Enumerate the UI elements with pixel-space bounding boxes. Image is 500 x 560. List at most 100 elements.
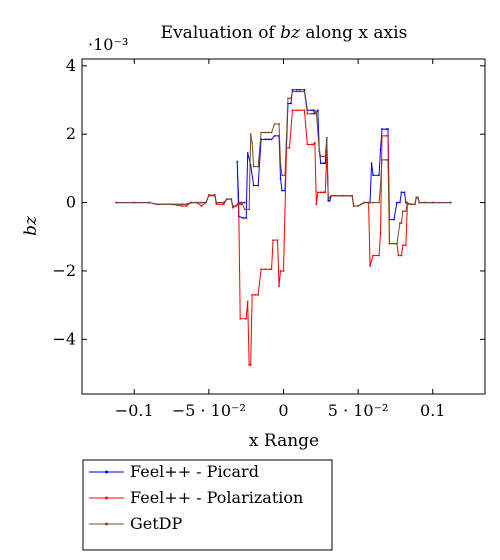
data-point-feel-picard — [303, 88, 306, 91]
data-point-feel-polarization — [306, 143, 309, 146]
series-line-getdp — [116, 90, 451, 245]
data-point-feel-picard — [400, 191, 403, 194]
data-point-feel-picard — [313, 112, 316, 115]
series-line-feel-polarization — [116, 109, 451, 366]
data-point-feel-polarization — [372, 254, 374, 257]
data-point-getdp — [225, 198, 228, 201]
data-point-getdp — [264, 131, 267, 134]
data-point-getdp — [257, 165, 260, 168]
data-point-feel-picard — [246, 152, 249, 154]
data-point-getdp — [278, 123, 280, 125]
data-point-feel-polarization — [245, 317, 248, 320]
data-point-feel-polarization — [185, 205, 188, 207]
y-tick-label: 0 — [66, 193, 76, 212]
y-tick-label: −4 — [52, 329, 76, 348]
data-point-feel-polarization — [288, 146, 291, 149]
data-point-getdp — [185, 203, 188, 206]
data-point-getdp — [393, 242, 395, 245]
data-point-feel-polarization — [239, 317, 242, 320]
y-axis-label: bz — [21, 215, 41, 236]
data-point-getdp — [310, 112, 313, 115]
data-point-feel-picard — [381, 128, 383, 130]
data-point-getdp — [325, 136, 328, 139]
data-point-feel-picard — [291, 88, 294, 91]
data-point-getdp — [367, 201, 370, 204]
data-point-getdp — [404, 210, 407, 213]
x-tick-label: −0.1 — [115, 401, 154, 420]
data-point-feel-picard — [243, 201, 246, 204]
data-point-getdp — [449, 201, 452, 204]
data-point-feel-polarization — [319, 191, 322, 194]
data-point-getdp — [303, 90, 306, 93]
x-tick-label: −5 · 10⁻² — [172, 401, 246, 420]
data-point-getdp — [396, 242, 398, 245]
data-point-feel-polarization — [248, 364, 251, 366]
data-point-getdp — [270, 131, 273, 134]
data-point-getdp — [230, 198, 233, 201]
data-point-feel-polarization — [270, 268, 273, 271]
data-point-getdp — [200, 201, 203, 204]
data-point-feel-picard — [299, 88, 301, 91]
data-point-feel-picard — [399, 201, 401, 204]
data-point-feel-picard — [290, 102, 292, 105]
data-point-getdp — [415, 196, 418, 199]
data-point-feel-polarization — [322, 191, 325, 194]
data-point-getdp — [357, 205, 360, 207]
data-point-getdp — [409, 203, 412, 206]
data-point-feel-picard — [378, 174, 380, 177]
data-point-getdp — [251, 141, 254, 144]
data-point-getdp — [279, 162, 282, 165]
data-point-getdp — [260, 131, 263, 134]
legend-box — [82, 459, 333, 551]
data-point-getdp — [318, 150, 321, 153]
data-point-getdp — [181, 203, 183, 206]
data-point-feel-picard — [267, 138, 270, 141]
data-point-getdp — [406, 201, 409, 204]
data-point-feel-picard — [316, 109, 319, 112]
series-line-feel-picard — [116, 89, 451, 221]
x-tick-label: 0.1 — [420, 401, 445, 420]
data-point-feel-polarization — [402, 244, 404, 247]
data-point-feel-polarization — [215, 203, 218, 206]
data-point-getdp — [296, 90, 298, 93]
data-point-feel-picard — [279, 177, 282, 180]
data-point-getdp — [267, 131, 270, 134]
data-point-getdp — [196, 201, 198, 204]
data-point-getdp — [399, 222, 401, 224]
data-point-getdp — [418, 201, 421, 204]
data-point-feel-polarization — [251, 293, 254, 296]
data-point-getdp — [385, 158, 388, 161]
data-point-feel-picard — [281, 189, 283, 192]
data-point-getdp — [363, 201, 365, 204]
data-point-feel-polarization — [269, 268, 271, 271]
data-point-feel-polarization — [369, 264, 371, 267]
axis-ticks: −0.1 −5 · 10⁻² 0 5 · 10⁻² 0.1 −4 −2 0 2 4 — [52, 56, 485, 420]
data-point-feel-picard — [324, 162, 327, 165]
data-point-getdp — [148, 201, 151, 204]
data-point-getdp — [222, 201, 225, 204]
data-point-feel-polarization — [260, 268, 263, 271]
data-point-feel-picard — [322, 162, 325, 165]
data-point-getdp — [299, 90, 301, 93]
data-point-getdp — [215, 201, 218, 204]
data-point-getdp — [290, 97, 292, 100]
data-point-feel-picard — [379, 148, 382, 151]
legend-label-getdp: GetDP — [130, 514, 183, 533]
data-point-feel-picard — [296, 88, 298, 91]
data-point-getdp — [342, 194, 345, 197]
data-point-feel-polarization — [404, 244, 407, 247]
data-point-getdp — [240, 201, 243, 204]
data-point-getdp — [424, 201, 427, 204]
data-point-feel-picard — [404, 201, 407, 204]
data-point-feel-polarization — [310, 143, 313, 146]
data-point-getdp — [388, 242, 391, 245]
data-point-feel-picard — [264, 138, 267, 141]
data-point-feel-picard — [385, 128, 388, 130]
data-point-getdp — [252, 165, 255, 168]
data-point-getdp — [133, 201, 136, 204]
x-tick-label: 5 · 10⁻² — [328, 401, 389, 420]
data-point-feel-polarization — [316, 191, 319, 194]
data-point-getdp — [333, 194, 336, 197]
data-point-feel-polarization — [313, 141, 316, 144]
